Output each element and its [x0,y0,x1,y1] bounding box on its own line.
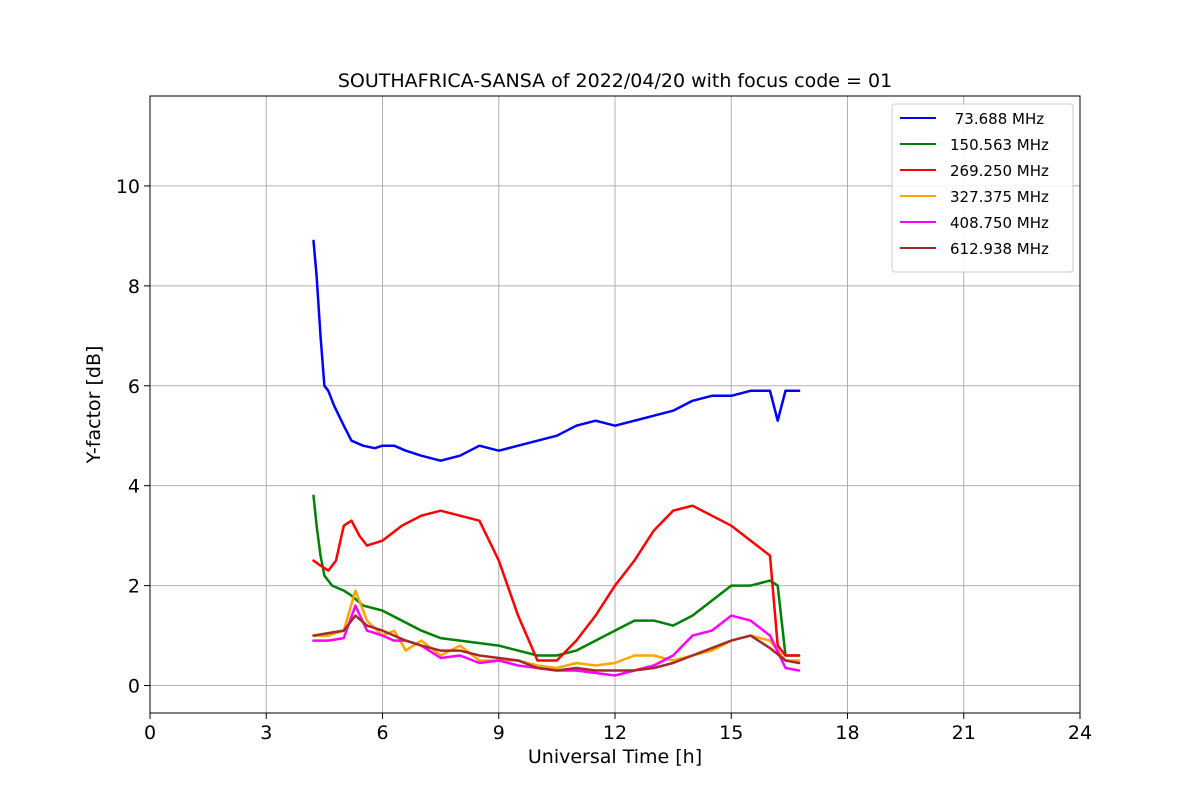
legend-box [891,103,1074,273]
x-tick-label: 15 [719,722,743,744]
x-tick-label: 0 [144,722,156,744]
y-tick-label: 6 [128,376,140,398]
x-axis-title: Universal Time [h] [528,746,702,768]
x-tick-label: 18 [835,722,859,744]
series-line-1 [312,239,801,462]
legend-label: 269.250 MHz [950,162,1049,180]
series-line-3 [312,504,801,662]
y-tick-label: 2 [128,576,140,598]
legend-label: 612.938 MHz [950,240,1049,258]
legend-label: 408.750 MHz [950,214,1049,232]
legend-label: 327.375 MHz [950,188,1049,206]
x-tick-label: 3 [260,722,272,744]
series-line-2 [312,494,801,657]
legend: 73.688 MHz 150.563 MHz 269.250 MHz 327.375 … [891,103,1074,273]
plot-area [312,239,801,677]
x-tick-label: 6 [376,722,388,744]
x-tick-label: 12 [603,722,627,744]
series-line-4 [312,589,801,670]
chart-title: SOUTHAFRICA-SANSA of 2022/04/20 with foc… [338,70,892,92]
y-tick-label: 10 [116,176,140,198]
y-tick-label: 8 [128,276,140,298]
y-tick-label: 0 [128,676,140,698]
x-tick-label: 21 [952,722,976,744]
x-tick-label: 24 [1068,722,1092,744]
legend-label: 150.563 MHz [950,136,1049,154]
y-tick-label: 4 [128,476,140,498]
x-tick-label: 9 [493,722,505,744]
series-line-6 [312,614,801,672]
legend-label: 73.688 MHz [950,110,1044,128]
y-axis-title: Y-factor [dB] [83,346,105,465]
